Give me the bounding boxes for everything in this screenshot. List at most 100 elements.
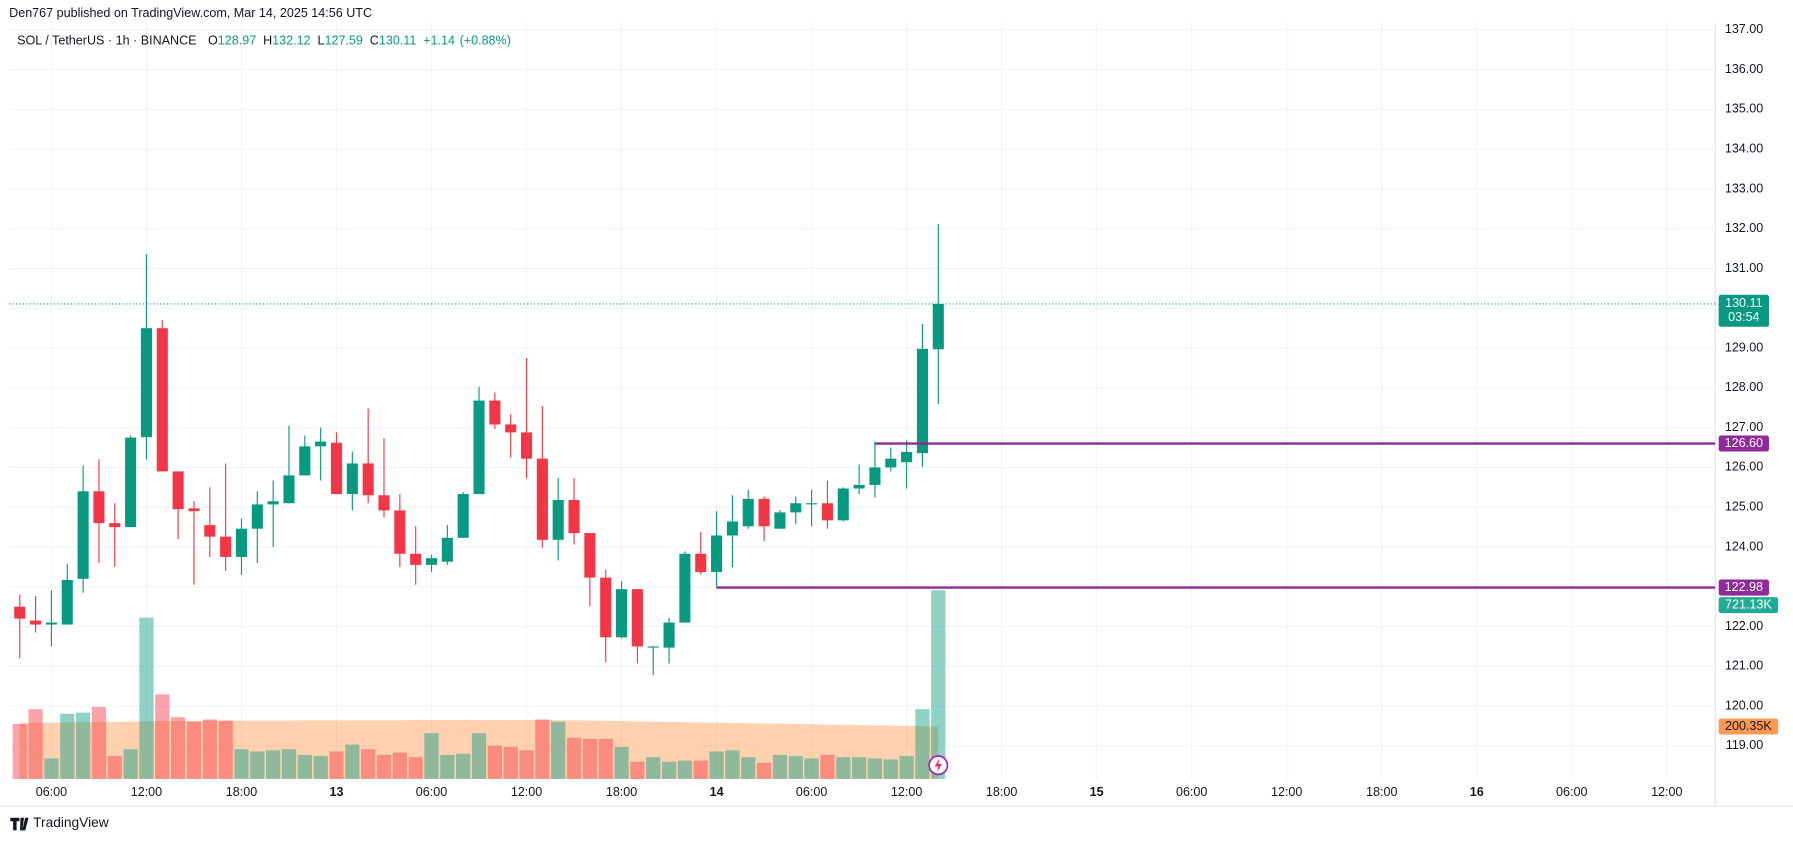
volume-bar (598, 738, 613, 779)
volume-bar (297, 754, 312, 779)
volume-ma-area (19, 720, 939, 779)
x-tick-label: 12:00 (1651, 785, 1682, 799)
volume-bar (566, 737, 582, 779)
volume-bar (424, 733, 439, 779)
candle-body (932, 303, 944, 350)
x-tick-label: 18:00 (606, 785, 637, 799)
last-price-tag (1718, 294, 1769, 327)
y-tick-label: 125.00 (1725, 500, 1763, 514)
x-tick-label: 18:00 (1366, 785, 1397, 799)
candle-body (536, 458, 548, 540)
volume-bar (60, 713, 75, 779)
volume-bar (139, 617, 154, 779)
brand: TradingView (33, 815, 109, 830)
volume-bar (646, 757, 661, 779)
legend-key: L (317, 34, 324, 48)
candle-body (362, 463, 374, 496)
y-tick-label: 122.00 (1725, 619, 1763, 633)
candle-body (869, 467, 881, 485)
candle-body (774, 512, 786, 529)
volume-bar (456, 753, 471, 779)
y-tick-label: 134.00 (1725, 141, 1763, 155)
volume-bar (693, 760, 708, 779)
volume-bar (535, 719, 550, 779)
y-tick-label: 124.00 (1725, 539, 1763, 553)
candle-body (315, 441, 327, 447)
candle-body (568, 500, 580, 534)
candle-body (410, 553, 422, 565)
candle-body (283, 475, 295, 504)
volume-bar (709, 751, 724, 779)
last-price-label: 130.11 (1725, 296, 1763, 310)
volume-bar (630, 761, 645, 779)
candle-body (441, 537, 453, 562)
level-tag-label: 122.98 (1725, 580, 1763, 594)
candle-body (140, 328, 152, 438)
volume-bar (519, 750, 534, 779)
candle-body (505, 424, 517, 433)
volume-bar (123, 749, 138, 779)
candle-body (631, 589, 643, 647)
legend-value: 132.12 (272, 34, 310, 48)
candle-body (806, 503, 818, 505)
y-tick-label: 137.00 (1725, 22, 1763, 36)
volume-bar (345, 744, 360, 779)
volume-bar (756, 762, 772, 779)
volume-bar (741, 757, 756, 779)
x-tick-label: 14 (710, 785, 724, 799)
x-tick-label: 06:00 (1556, 785, 1587, 799)
x-tick-label: 12:00 (131, 785, 162, 799)
y-tick-label: 128.00 (1725, 380, 1763, 394)
candle-body (61, 580, 73, 625)
candle-body (93, 491, 105, 524)
x-tick-label: 16 (1470, 785, 1484, 799)
candle-body (679, 553, 691, 623)
volume-bar (107, 756, 122, 779)
volume-bar (471, 733, 487, 779)
candle-body (251, 504, 263, 529)
legend: SOL / TetherUS · 1h · BINANCE O128.97 H132… (17, 34, 511, 48)
candle-body (378, 495, 390, 511)
candle-body (156, 328, 168, 472)
level-tag (1718, 435, 1769, 452)
symbol: SOL / TetherUS · 1h · BINANCE (17, 34, 196, 48)
candle-body (758, 498, 770, 527)
x-tick-label: 06:00 (36, 785, 67, 799)
volume-bar (12, 724, 27, 779)
candle-body (330, 442, 343, 495)
volume-bar (28, 709, 43, 779)
x-tick-label: 06:00 (1176, 785, 1207, 799)
legend-key: O (208, 34, 218, 48)
brand-logo (10, 817, 29, 831)
volume-bar (883, 759, 898, 779)
volume-bar (250, 751, 265, 779)
x-tick-label: 18:00 (986, 785, 1017, 799)
x-tick-label: 13 (330, 785, 344, 799)
volume-bar (313, 756, 328, 779)
candle-body (790, 503, 802, 513)
volume-bar (155, 694, 170, 779)
volume-bar (440, 754, 455, 779)
candle-body (821, 503, 833, 521)
candle-body (267, 501, 279, 505)
candle-body (109, 523, 121, 528)
volume-bar (677, 760, 693, 779)
candle-body (520, 432, 533, 459)
volume-bar (218, 720, 233, 779)
candle-body (726, 521, 738, 536)
volume-bar (408, 757, 423, 779)
legend-change-percent: (+0.88%) (460, 34, 511, 48)
y-tick-label: 127.00 (1725, 420, 1763, 434)
candle-body (663, 622, 675, 648)
volume-ma-tag-label: 200.35K (1725, 719, 1772, 733)
volume-bar (186, 721, 202, 779)
volume-bar (329, 751, 344, 779)
candle-body (901, 451, 913, 463)
candle-body (235, 528, 248, 557)
legend-value: 128.97 (218, 34, 256, 48)
legend-value: 127.59 (324, 34, 362, 48)
candle-body (77, 491, 89, 579)
candle-body (600, 577, 612, 638)
volume-bar (281, 749, 297, 779)
y-tick-label: 131.00 (1725, 261, 1763, 275)
